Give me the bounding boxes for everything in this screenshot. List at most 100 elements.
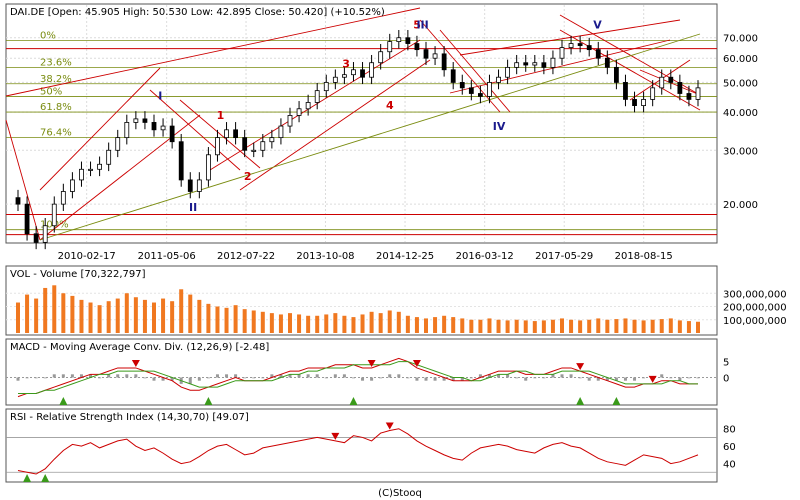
candle-down	[178, 141, 184, 181]
date-tick-label: 2010-02-17	[58, 251, 116, 262]
volume-bar	[387, 310, 392, 333]
candle-up	[387, 41, 393, 53]
macd-histogram-bar	[587, 377, 591, 381]
date-tick-label: 2014-12-25	[376, 251, 434, 262]
macd-histogram-bar	[125, 374, 129, 378]
rsi-line	[17, 428, 699, 475]
macd-histogram-bar	[315, 374, 319, 378]
candle-up	[160, 125, 166, 131]
macd-header: MACD - Moving Average Conv. Div. (12,26,…	[10, 342, 269, 353]
date-tick-label: 2017-05-29	[535, 251, 593, 262]
price-tick-label: 60.000	[723, 54, 758, 65]
candle-up	[369, 62, 375, 78]
macd-histogram-bar	[469, 377, 473, 379]
volume-bar	[233, 305, 238, 333]
candle-up	[568, 43, 574, 48]
volume-bar	[487, 318, 492, 333]
macd-histogram-bar	[61, 374, 65, 378]
macd-tick-label: 0	[723, 374, 729, 385]
macd-histogram-bar	[16, 377, 20, 381]
wave-label: 5	[413, 19, 421, 32]
candle-up	[51, 203, 57, 227]
candle-down	[677, 82, 683, 94]
volume-bar	[278, 314, 283, 333]
candle-up	[378, 51, 384, 64]
macd-histogram-bar	[614, 377, 618, 381]
trendline	[39, 67, 161, 191]
volume-bar	[541, 320, 546, 333]
macd-histogram-bar	[288, 374, 292, 378]
macd-histogram-bar	[451, 377, 455, 381]
wave-label: V	[593, 19, 602, 32]
macd-histogram-bar	[605, 377, 609, 381]
candle-down	[450, 69, 456, 83]
fib-label: 76.4%	[40, 128, 72, 139]
macd-histogram-bar	[333, 374, 337, 378]
volume-bar	[70, 295, 75, 333]
macd-histogram-bar	[487, 374, 491, 378]
candle-up	[224, 129, 229, 139]
rsi-tick-label: 40	[723, 460, 736, 471]
candle-up	[305, 102, 311, 110]
macd-histogram-bar	[116, 374, 120, 378]
volume-bar	[360, 314, 365, 333]
macd-histogram-bar	[70, 374, 74, 378]
buy-marker	[204, 397, 213, 405]
price-header: DAI.DE [Open: 45.905 High: 50.530 Low: 4…	[10, 7, 385, 18]
volume-bar	[668, 318, 673, 333]
volume-bar	[414, 317, 419, 333]
volume-bar	[97, 305, 102, 333]
volume-bar	[242, 309, 247, 333]
macd-histogram-bar	[633, 377, 637, 381]
volume-bar	[605, 319, 610, 333]
candle-up	[323, 82, 329, 92]
candle-down	[577, 43, 583, 46]
candle-down	[595, 49, 601, 59]
sell-marker	[331, 432, 340, 440]
candle-down	[686, 93, 692, 100]
volume-bar	[215, 306, 220, 333]
buy-marker	[59, 397, 68, 405]
fib-label: 0%	[40, 31, 56, 42]
volume-bar	[179, 289, 184, 333]
candle-down	[187, 179, 193, 192]
volume-bar	[188, 294, 193, 333]
buy-marker	[576, 397, 585, 405]
macd-histogram-bar	[578, 377, 582, 379]
wave-label: 4	[386, 99, 394, 112]
macd-histogram-bar	[361, 377, 365, 381]
candle-up	[695, 87, 701, 100]
candle-down	[523, 62, 529, 66]
candle-down	[604, 57, 610, 68]
macd-histogram-bar	[206, 377, 210, 379]
trendline	[239, 59, 431, 191]
macd-histogram-bar	[25, 377, 29, 379]
volume-bar	[88, 302, 93, 333]
macd-histogram-bar	[678, 377, 682, 381]
volume-header: VOL - Volume [70,322,797]	[10, 269, 146, 280]
candle-down	[405, 37, 411, 44]
macd-histogram-bar	[324, 377, 328, 379]
axis-labels: 70.00060.00050.00040.00030.00020.0002010…	[58, 34, 787, 471]
sell-marker	[412, 359, 421, 367]
macd-histogram-bar	[134, 374, 138, 378]
volume-bar	[378, 313, 383, 333]
candle-down	[614, 66, 619, 83]
wave-label: 2	[244, 170, 252, 183]
volume-bar	[142, 299, 147, 333]
buy-marker	[41, 474, 50, 482]
macd-histogram-bar	[107, 374, 111, 378]
macd-histogram-bar	[261, 377, 265, 379]
candle-down	[623, 82, 628, 100]
volume-bar	[569, 319, 574, 333]
candle-down	[15, 197, 21, 205]
volume-bar	[696, 321, 700, 333]
macd-histogram-bar	[442, 377, 446, 381]
macd-histogram-bar	[642, 377, 646, 379]
candle-up	[215, 137, 220, 156]
rsi-tick-label: 60	[723, 442, 736, 453]
macd-histogram-bar	[188, 377, 192, 384]
volume-bar	[224, 307, 229, 333]
volume-bar	[197, 299, 202, 333]
volume-bar	[115, 298, 120, 333]
